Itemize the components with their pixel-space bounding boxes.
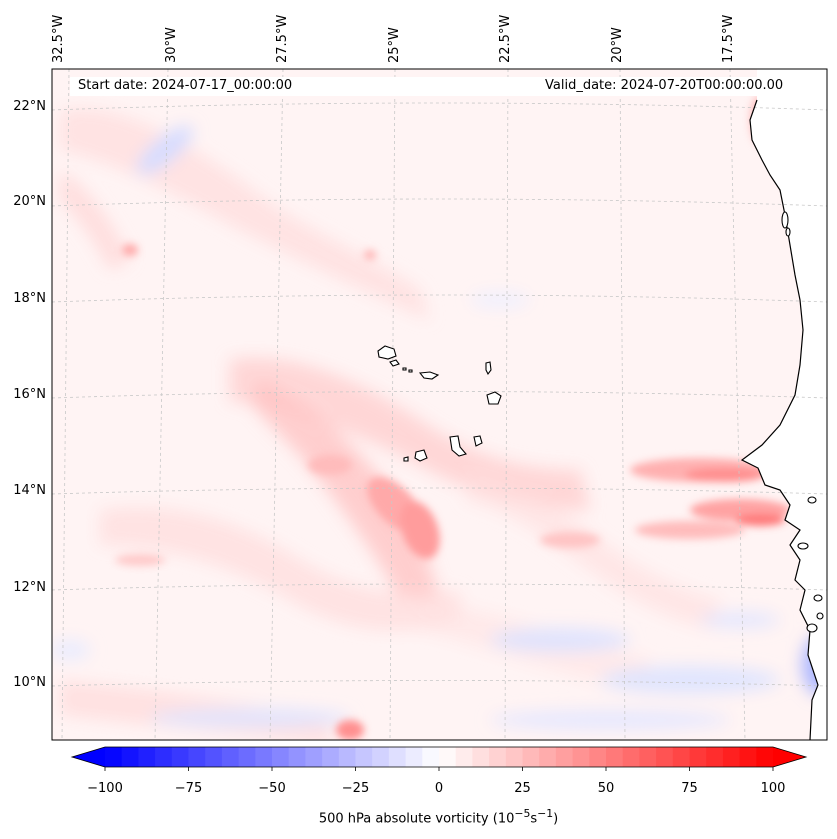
- colorbar-cell: [522, 747, 540, 767]
- colorbar-cell: [388, 747, 407, 767]
- colorbar-min-extend: [72, 747, 105, 767]
- lat-label-16n: 16°N: [13, 387, 46, 402]
- colorbar-cell: [656, 747, 674, 767]
- colorbar-cell: [489, 747, 507, 767]
- colorbar-tick-label: −25: [341, 781, 370, 796]
- colorbar-cell: [455, 747, 473, 767]
- colorbar-ticks: [104, 767, 774, 771]
- colorbar-cell: [105, 747, 123, 767]
- colorbar-tick-label: −75: [174, 781, 203, 796]
- colorbar-cell: [472, 747, 490, 767]
- lon-label-25w: 25°W: [387, 27, 402, 63]
- colorbar-tick-label: −100: [87, 781, 123, 796]
- colorbar-cell: [405, 747, 423, 767]
- colorbar-cell: [138, 747, 156, 767]
- colorbar-cell: [338, 747, 356, 767]
- colorbar-cell: [706, 747, 724, 767]
- colorbar-cell: [505, 747, 523, 767]
- colorbar-cell: [188, 747, 206, 767]
- lat-label-12n: 12°N: [13, 580, 46, 595]
- africa-landmass: [742, 69, 827, 740]
- colorbar-cell: [205, 747, 223, 767]
- colorbar-tick-label: 0: [434, 781, 444, 796]
- colorbar-cell: [288, 747, 306, 767]
- colorbar-cell: [155, 747, 173, 767]
- colorbar-cell: [589, 747, 607, 767]
- colorbar-cell: [255, 747, 273, 767]
- colorbar-cell: [756, 747, 774, 767]
- colorbar-cell: [622, 747, 640, 767]
- colorbar-label: 500 hPa absolute vorticity (10−5s−1): [318, 807, 559, 827]
- colorbar-cell: [689, 747, 707, 767]
- lat-label-10n: 10°N: [13, 675, 46, 690]
- colorbar-cell: [606, 747, 624, 767]
- colorbar-cell: [572, 747, 590, 767]
- colorbar-cell: [322, 747, 340, 767]
- map-panel: [52, 69, 827, 740]
- colorbar-cell: [355, 747, 373, 767]
- colorbar-tick-label: 50: [597, 781, 615, 796]
- colorbar: [70, 746, 808, 771]
- colorbar-cell: [439, 747, 457, 767]
- colorbar-cell: [422, 747, 440, 767]
- colorbar-max-extend: [773, 747, 806, 767]
- colorbar-cell: [672, 747, 690, 767]
- lat-label-22n: 22°N: [13, 99, 46, 114]
- lat-label-18n: 18°N: [13, 291, 46, 306]
- valid-date-label: Valid_date: 2024-07-20T00:00:00.00: [539, 77, 790, 94]
- colorbar-tick-label: −50: [258, 781, 286, 796]
- lon-label-30w: 30°W: [164, 27, 179, 63]
- lat-label-20n: 20°N: [13, 194, 46, 209]
- africa-coastline: [740, 99, 819, 740]
- colorbar-cell: [221, 747, 240, 767]
- colorbar-cell: [722, 747, 741, 767]
- colorbar-tick-label: 25: [514, 781, 531, 796]
- colorbar-cell: [555, 747, 574, 767]
- colorbar-tick-label: 75: [681, 781, 698, 796]
- colorbar-cell: [121, 747, 139, 767]
- colorbar-cell: [372, 747, 390, 767]
- colorbar-cell: [539, 747, 557, 767]
- colorbar-cells: [105, 747, 774, 767]
- lon-label-32-5w: 32.5°W: [51, 14, 66, 63]
- colorbar-cell: [171, 747, 189, 767]
- lon-label-17-5w: 17.5°W: [721, 14, 736, 63]
- colorbar-tick-label: 100: [760, 781, 786, 796]
- lat-label-14n: 14°N: [13, 483, 46, 498]
- colorbar-cell: [739, 747, 757, 767]
- coastal-islands: [781, 211, 824, 633]
- colorbar-cell: [238, 747, 256, 767]
- lon-label-27-5w: 27.5°W: [275, 14, 290, 63]
- map-frame: [51, 68, 828, 741]
- vorticity-field: [52, 108, 827, 740]
- colorbar-cell: [639, 747, 657, 767]
- cape-verde-islands: [377, 345, 502, 462]
- start-date-label: Start date: 2024-07-17_00:00:00: [72, 77, 299, 94]
- lon-label-22-5w: 22.5°W: [498, 14, 513, 63]
- colorbar-cell: [305, 747, 323, 767]
- graticule: [52, 69, 827, 740]
- lon-label-20w: 20°W: [610, 27, 625, 63]
- colorbar-cell: [272, 747, 290, 767]
